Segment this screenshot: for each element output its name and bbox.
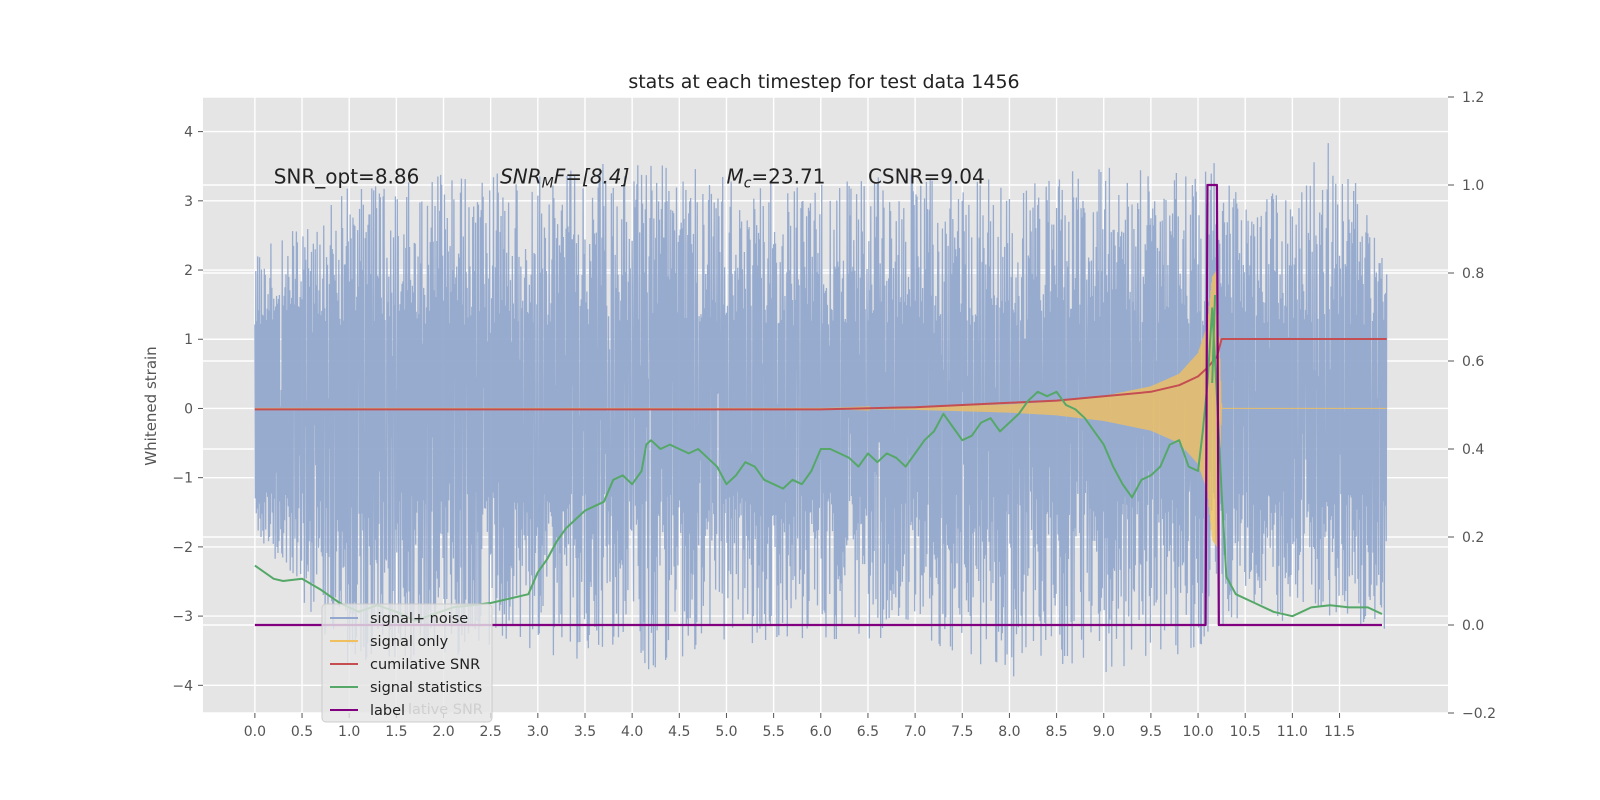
y2-tick-label: 1.2 [1462, 90, 1484, 106]
y2-tick-label: 0.0 [1462, 618, 1484, 634]
signal-statistics-line [254, 307, 1383, 622]
legend-label: signal only [370, 634, 449, 650]
axes: 0.0 0.5 1.0 1.5 2.0 2.5 3.0 3.5 4.0 4.5 5.0 5.5 6.0 6… [172, 90, 1496, 740]
x-tick-label: 9.0 [1093, 724, 1115, 740]
x-tick-label: 2.0 [432, 724, 454, 740]
legend-label: signal statistics [370, 680, 482, 696]
x-tick-label: 2.5 [480, 724, 502, 740]
annotation-csnr: CSNR=9.04 [868, 165, 985, 189]
annotation-mc: Mc=23.71 [726, 165, 825, 192]
x-tick-label: 5.0 [715, 724, 737, 740]
legend-label: cumilative SNR [370, 657, 480, 673]
x-tick-label: 10.5 [1230, 724, 1261, 740]
legend-label: label [370, 703, 405, 719]
y2-tick-label: 0.4 [1462, 442, 1484, 458]
x-tick-label: 4.5 [668, 724, 690, 740]
y2-tick-label: 0.8 [1462, 266, 1484, 282]
y-axis-label: Whitened strain [142, 346, 160, 465]
y-tick-label: 0 [184, 401, 193, 417]
x-tick-label: 7.0 [904, 724, 926, 740]
y2-tick-label: 0.2 [1462, 530, 1484, 546]
y2-tick-label: −0.2 [1462, 706, 1496, 722]
legend-box [321, 603, 493, 723]
y-tick-label: −4 [172, 678, 193, 694]
x-tick-label: 11.5 [1324, 724, 1355, 740]
x-tick-label: 0.0 [244, 724, 266, 740]
chart-title: stats at each timestep for test data 145… [628, 71, 1019, 93]
y2-tick-label: 1.0 [1462, 178, 1484, 194]
x-tick-label: 3.5 [574, 724, 596, 740]
signal-noise-line [254, 143, 1388, 677]
y2-tick-label: 0.6 [1462, 354, 1484, 370]
x-tick-label: 6.5 [857, 724, 879, 740]
x-tick-label: 1.5 [385, 724, 407, 740]
annotation-snr-opt: SNR_opt=8.86 [274, 165, 420, 189]
legend-ghost-text: lative SNR [408, 702, 483, 718]
legend-label: signal+ noise [370, 611, 468, 627]
x-tick-label: 7.5 [951, 724, 973, 740]
y-tick-label: 4 [184, 125, 193, 141]
series-layer [254, 143, 1388, 677]
x-tick-label: 11.0 [1277, 724, 1308, 740]
legend: lative SNR signal+ noise signal only cumila… [321, 603, 493, 723]
x-tick-label: 8.0 [998, 724, 1020, 740]
label-line [254, 183, 1382, 627]
y-tick-label: −1 [172, 471, 193, 487]
y-tick-label: −2 [172, 540, 193, 556]
x-tick-label: 5.5 [762, 724, 784, 740]
signal-statistics-peak [1211, 294, 1217, 384]
x-tick-label: 1.0 [338, 724, 360, 740]
x-tick-label: 6.0 [810, 724, 832, 740]
y-tick-label: 2 [184, 263, 193, 279]
x-tick-label: 10.0 [1182, 724, 1213, 740]
annotations: SNR_opt=8.86 SNRMF=[8.4] Mc=23.71 CSNR=9.04 [274, 165, 985, 192]
x-tick-label: 3.0 [527, 724, 549, 740]
x-tick-label: 0.5 [291, 724, 313, 740]
y-tick-label: 3 [184, 194, 193, 210]
y-tick-label: −3 [172, 609, 193, 625]
x-tick-label: 8.5 [1045, 724, 1067, 740]
x-tick-label: 4.0 [621, 724, 643, 740]
x-tick-label: 9.5 [1140, 724, 1162, 740]
annotation-snr-mf: SNRMF=[8.4] [500, 165, 629, 192]
y-tick-label: 1 [184, 332, 193, 348]
